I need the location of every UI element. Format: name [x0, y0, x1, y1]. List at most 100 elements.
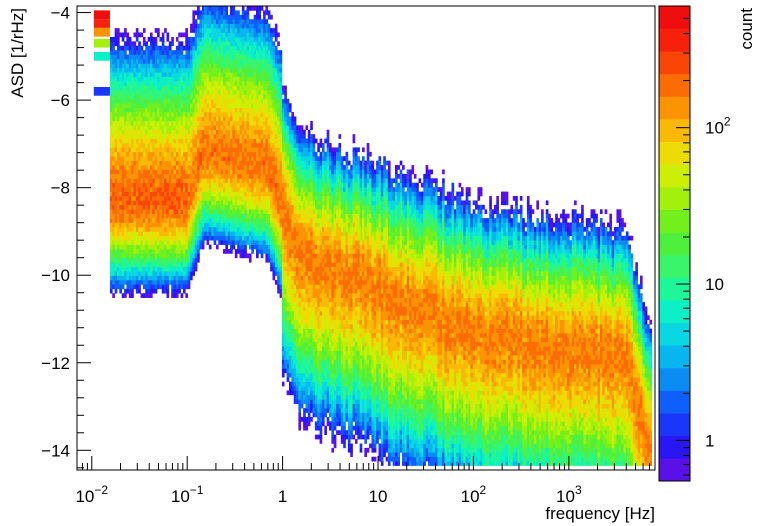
- heatmap-cell: [293, 302, 297, 307]
- heatmap-cell: [237, 107, 240, 113]
- heatmap-cell: [194, 54, 198, 60]
- heatmap-cell: [124, 257, 127, 263]
- heatmap-cell: [223, 218, 226, 223]
- heatmap-cell: [281, 116, 285, 122]
- heatmap-cell: [218, 89, 221, 95]
- heatmap-cell: [237, 85, 240, 91]
- heatmap-cell: [199, 23, 203, 29]
- heatmap-cell: [112, 204, 115, 210]
- heatmap-cell: [260, 147, 264, 153]
- heatmap-cell: [180, 112, 184, 117]
- heatmap-cell: [149, 249, 153, 254]
- heatmap-cell: [159, 165, 163, 170]
- heatmap-cell: [303, 381, 306, 387]
- heatmap-cell: [159, 209, 163, 214]
- heatmap-cell: [194, 63, 198, 69]
- heatmap-cell: [121, 50, 125, 55]
- heatmap-cell: [232, 72, 236, 78]
- heatmap-cell: [305, 257, 309, 263]
- heatmap-cell: [109, 204, 113, 210]
- heatmap-cell: [190, 204, 193, 210]
- heatmap-cell: [277, 173, 280, 179]
- heatmap-cell: [281, 271, 285, 276]
- heatmap-cell: [288, 222, 292, 228]
- heatmap-cell: [230, 23, 233, 29]
- heatmap-cell: [286, 279, 290, 285]
- heatmap-cell: [124, 187, 127, 192]
- heatmap-cell: [303, 337, 306, 343]
- heatmap-cell: [267, 125, 271, 131]
- heatmap-cell: [178, 120, 181, 126]
- heatmap-cell: [185, 253, 188, 259]
- heatmap-cell: [201, 204, 205, 210]
- heatmap-cell: [239, 41, 243, 47]
- heatmap-cell: [145, 204, 148, 210]
- heatmap-cell: [157, 67, 160, 73]
- heatmap-cell: [135, 288, 139, 294]
- heatmap-cell: [154, 129, 158, 135]
- heatmap-cell: [246, 28, 250, 33]
- heatmap-cell: [220, 59, 224, 64]
- heatmap-cell: [286, 98, 290, 104]
- heatmap-cell: [114, 129, 118, 135]
- heatmap-cell: [225, 120, 229, 126]
- heatmap-cell: [194, 89, 198, 95]
- heatmap-cell: [281, 222, 285, 228]
- heatmap-cell: [300, 368, 304, 374]
- heatmap-cell: [218, 94, 221, 100]
- heatmap-cell: [281, 196, 285, 201]
- heatmap-cell: [265, 103, 269, 108]
- heatmap-cell: [267, 41, 271, 47]
- heatmap-cell: [185, 187, 188, 192]
- heatmap-cell: [149, 293, 153, 298]
- heatmap-cell: [166, 209, 170, 214]
- heatmap-cell: [187, 209, 191, 214]
- heatmap-cell: [305, 244, 309, 250]
- heatmap-cell: [197, 173, 200, 179]
- heatmap-cell: [296, 394, 299, 400]
- heatmap-cell: [112, 160, 115, 166]
- heatmap-cell: [126, 63, 130, 69]
- heatmap-cell: [213, 36, 217, 42]
- heatmap-cell: [124, 112, 127, 117]
- heatmap-cell: [256, 50, 259, 55]
- heatmap-cell: [131, 76, 134, 82]
- heatmap-cell: [274, 67, 278, 73]
- heatmap-cell: [145, 226, 148, 232]
- heatmap-cell: [126, 89, 130, 95]
- heatmap-cell: [265, 10, 269, 16]
- heatmap-cell: [291, 222, 294, 228]
- heatmap-cell: [157, 120, 160, 126]
- heatmap-cell: [239, 98, 243, 104]
- heatmap-cell: [149, 85, 153, 91]
- heatmap-cell: [310, 178, 313, 184]
- heatmap-cell: [204, 103, 207, 108]
- heatmap-cell: [298, 134, 302, 139]
- heatmap-cell: [298, 275, 302, 281]
- heatmap-cell: [213, 169, 217, 175]
- heatmap-cell: [145, 72, 148, 78]
- heatmap-cell: [138, 125, 141, 131]
- heatmap-cell: [291, 240, 294, 245]
- heatmap-cell: [131, 200, 134, 206]
- heatmap-cell: [213, 45, 217, 51]
- heatmap-cell: [168, 249, 172, 254]
- heatmap-cell: [133, 244, 137, 250]
- heatmap-cell: [227, 231, 231, 237]
- heatmap-cell: [204, 36, 207, 42]
- heatmap-cell: [208, 94, 212, 100]
- heatmap-cell: [213, 240, 217, 245]
- heatmap-cell: [185, 125, 188, 131]
- heatmap-cell: [270, 262, 273, 268]
- heatmap-cell: [204, 89, 207, 95]
- heatmap-cell: [211, 191, 214, 197]
- heatmap-cell: [260, 138, 264, 144]
- heatmap-cell: [288, 213, 292, 219]
- heatmap-cell: [117, 116, 120, 122]
- heatmap-cell: [133, 257, 137, 263]
- heatmap-cell: [180, 107, 184, 113]
- heatmap-cell: [147, 63, 151, 69]
- heatmap-cell: [182, 32, 186, 38]
- heatmap-cell: [213, 32, 217, 38]
- heatmap-cell: [157, 231, 160, 237]
